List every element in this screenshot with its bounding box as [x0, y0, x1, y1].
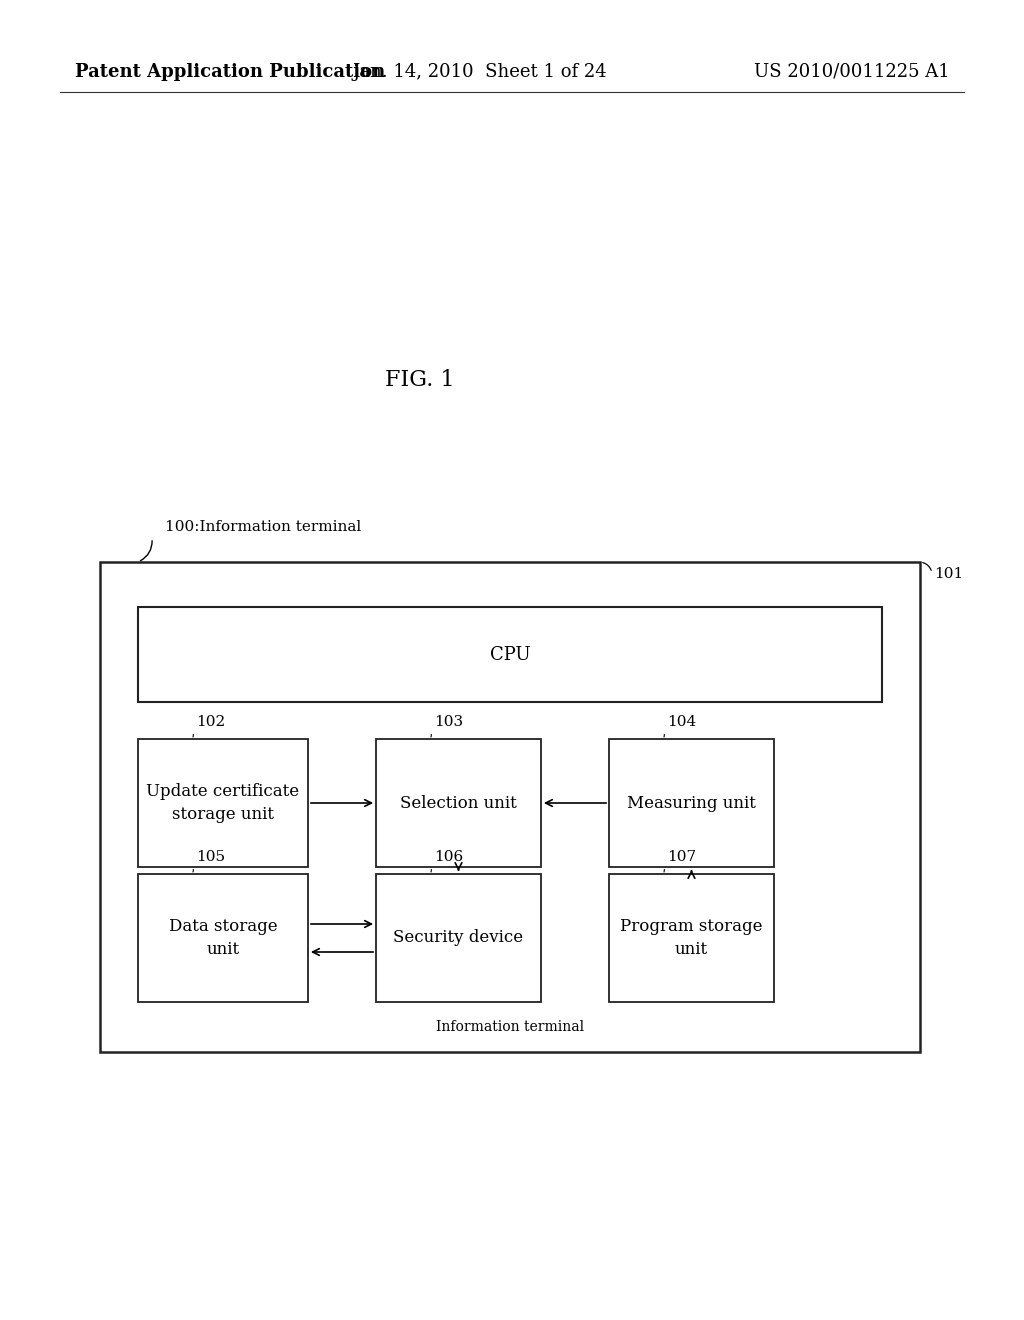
Text: 105: 105 — [196, 850, 225, 865]
Text: 101: 101 — [934, 568, 964, 581]
Bar — [376, 739, 541, 867]
Text: Program storage
unit: Program storage unit — [621, 917, 763, 958]
Text: CPU: CPU — [489, 645, 530, 664]
Text: Measuring unit: Measuring unit — [627, 795, 756, 812]
Text: Jan. 14, 2010  Sheet 1 of 24: Jan. 14, 2010 Sheet 1 of 24 — [352, 63, 607, 81]
Text: Security device: Security device — [393, 929, 523, 946]
Text: FIG. 1: FIG. 1 — [385, 370, 455, 391]
Text: Data storage
unit: Data storage unit — [169, 917, 278, 958]
Bar — [376, 874, 541, 1002]
Text: Patent Application Publication: Patent Application Publication — [75, 63, 385, 81]
Text: Update certificate
storage unit: Update certificate storage unit — [146, 783, 300, 824]
Bar — [609, 874, 774, 1002]
Text: 102: 102 — [196, 715, 225, 729]
Text: 103: 103 — [434, 715, 463, 729]
Text: Information terminal: Information terminal — [436, 1020, 584, 1034]
Bar — [138, 874, 308, 1002]
Text: US 2010/0011225 A1: US 2010/0011225 A1 — [755, 63, 950, 81]
Bar — [609, 739, 774, 867]
Text: 107: 107 — [667, 850, 696, 865]
Text: 100:Information terminal: 100:Information terminal — [165, 520, 361, 535]
Bar — [138, 607, 882, 702]
Bar — [100, 562, 920, 1052]
Text: 104: 104 — [667, 715, 696, 729]
Bar — [138, 739, 308, 867]
Text: 106: 106 — [434, 850, 463, 865]
Text: Selection unit: Selection unit — [400, 795, 517, 812]
